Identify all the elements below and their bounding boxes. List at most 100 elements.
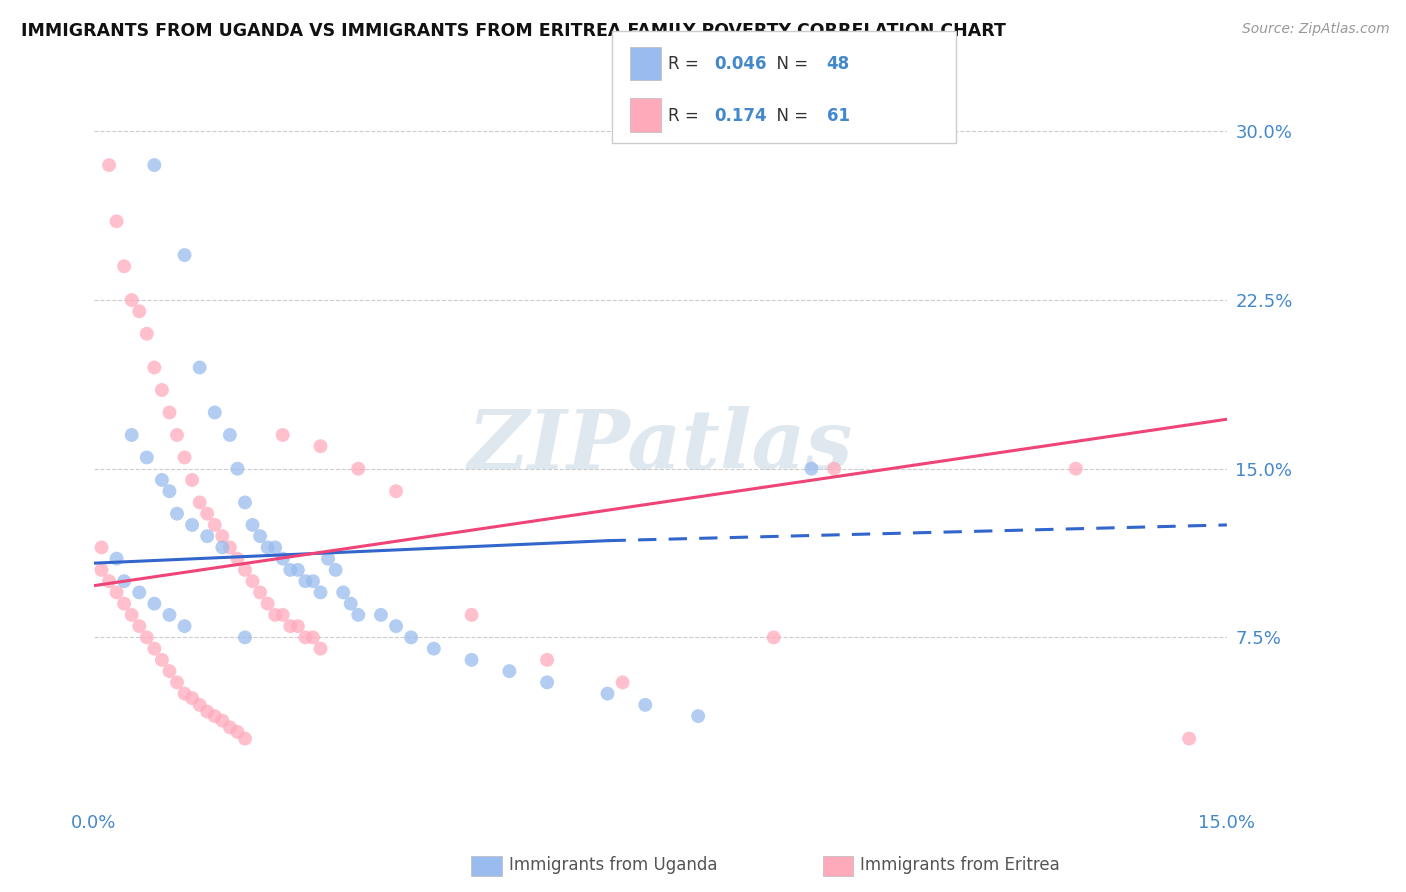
Point [385, 619, 408, 633]
Point [181, 473, 204, 487]
Point [90, 563, 112, 577]
Text: N =: N = [766, 55, 814, 73]
Point [211, 529, 233, 543]
Point [195, 529, 218, 543]
Point [98, 158, 121, 172]
Point [1178, 731, 1201, 746]
Point [112, 574, 135, 589]
Point [823, 461, 845, 475]
Point [218, 541, 240, 555]
Point [242, 574, 264, 589]
Point [135, 326, 157, 341]
Point [173, 248, 195, 262]
Point [98, 574, 121, 589]
Point [159, 607, 181, 622]
Point [204, 405, 226, 419]
Point [188, 360, 211, 375]
Point [226, 551, 249, 566]
Point [159, 664, 181, 678]
Point [271, 551, 294, 566]
Point [143, 597, 166, 611]
Point [287, 563, 309, 577]
Point [90, 541, 112, 555]
Text: 0.046: 0.046 [714, 55, 766, 73]
Point [309, 585, 332, 599]
Point [128, 585, 150, 599]
Text: 0.174: 0.174 [714, 107, 766, 125]
Point [332, 585, 354, 599]
Point [460, 607, 482, 622]
Point [173, 687, 195, 701]
Point [166, 428, 188, 442]
Point [121, 428, 143, 442]
Point [325, 563, 347, 577]
Point [347, 607, 370, 622]
Point [294, 631, 316, 645]
Point [188, 495, 211, 509]
Point [498, 664, 520, 678]
Point [166, 675, 188, 690]
Point [150, 383, 173, 397]
Point [309, 641, 332, 656]
Point [128, 304, 150, 318]
Point [249, 585, 271, 599]
Point [195, 705, 218, 719]
Point [233, 631, 256, 645]
Point [536, 675, 558, 690]
Point [211, 541, 233, 555]
Point [278, 563, 301, 577]
Point [316, 551, 339, 566]
Point [150, 473, 173, 487]
Point [166, 507, 188, 521]
Point [423, 641, 446, 656]
Point [195, 507, 218, 521]
Point [460, 653, 482, 667]
Point [173, 619, 195, 633]
Point [233, 731, 256, 746]
Point [370, 607, 392, 622]
Point [339, 597, 361, 611]
Point [150, 653, 173, 667]
Point [309, 439, 332, 453]
Point [536, 653, 558, 667]
Point [181, 691, 204, 706]
Text: ZIPatlas: ZIPatlas [468, 406, 853, 486]
Point [204, 517, 226, 532]
Point [128, 619, 150, 633]
Point [159, 405, 181, 419]
Point [143, 158, 166, 172]
Text: 48: 48 [827, 55, 849, 73]
Point [226, 461, 249, 475]
Point [688, 709, 710, 723]
Point [233, 563, 256, 577]
Point [218, 720, 240, 734]
Point [399, 631, 422, 645]
Point [302, 574, 325, 589]
Text: N =: N = [766, 107, 814, 125]
Point [1064, 461, 1087, 475]
Text: R =: R = [668, 55, 704, 73]
Text: Source: ZipAtlas.com: Source: ZipAtlas.com [1241, 22, 1389, 37]
Point [287, 619, 309, 633]
Point [204, 709, 226, 723]
Point [159, 484, 181, 499]
Text: Immigrants from Uganda: Immigrants from Uganda [509, 856, 717, 874]
Point [121, 293, 143, 307]
Point [226, 724, 249, 739]
Point [634, 698, 657, 712]
Point [271, 607, 294, 622]
Point [112, 260, 135, 274]
Point [256, 541, 278, 555]
Point [264, 541, 287, 555]
Point [105, 214, 128, 228]
Point [271, 428, 294, 442]
Point [105, 585, 128, 599]
Point [264, 607, 287, 622]
Point [278, 619, 301, 633]
Point [800, 461, 823, 475]
Point [143, 641, 166, 656]
Point [249, 529, 271, 543]
Text: R =: R = [668, 107, 704, 125]
Point [135, 631, 157, 645]
Point [211, 714, 233, 728]
